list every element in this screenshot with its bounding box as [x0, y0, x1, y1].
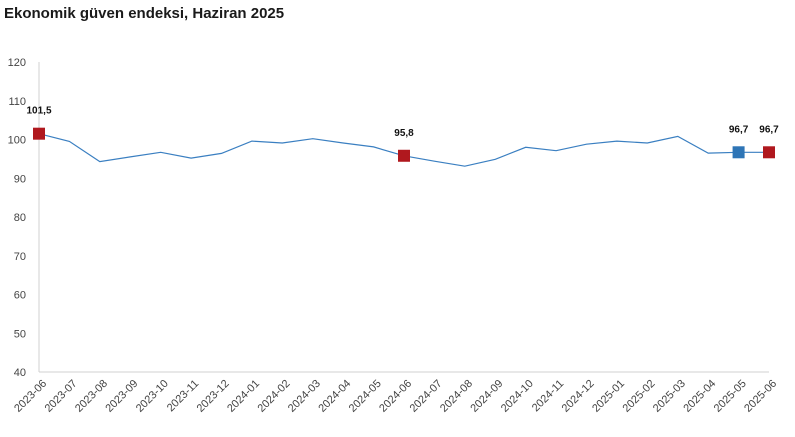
y-tick-label: 100 [8, 135, 26, 147]
data-point [69, 141, 71, 143]
data-point [586, 143, 588, 145]
data-point [282, 142, 284, 144]
x-tick-label: 2023-12 [195, 378, 232, 415]
y-tick-label: 40 [14, 367, 26, 379]
x-tick-label: 2025-02 [621, 378, 658, 415]
highlight-markers: 101,5 95,8 96,7 96,7 [26, 106, 779, 162]
x-tick-label: 2023-08 [73, 378, 110, 415]
x-tick-label: 2024-05 [347, 378, 384, 415]
data-point [160, 151, 162, 153]
data-label: 101,5 [26, 106, 51, 117]
data-point [99, 161, 101, 163]
data-point [190, 157, 192, 159]
data-point [494, 158, 496, 160]
x-tick-label: 2025-06 [742, 378, 779, 415]
data-label: 96,7 [759, 124, 779, 135]
x-tick-label: 2024-06 [377, 378, 414, 415]
x-tick-label: 2023-09 [103, 378, 140, 415]
x-tick-label: 2023-07 [43, 378, 80, 415]
x-tick-label: 2024-09 [468, 378, 505, 415]
data-point [312, 138, 314, 140]
data-point [464, 165, 466, 167]
y-tick-label: 80 [14, 212, 26, 224]
highlight-marker [732, 146, 745, 159]
chart-title: Ekonomik güven endeksi, Haziran 2025 [4, 5, 285, 22]
data-point [434, 160, 436, 162]
highlight-marker [33, 127, 45, 140]
data-point [129, 156, 131, 158]
x-tick-label: 2024-03 [286, 378, 323, 415]
data-point [707, 152, 709, 154]
x-tick-label: 2025-01 [590, 378, 627, 415]
x-tick-label: 2023-06 [12, 378, 49, 415]
data-point [221, 153, 223, 155]
highlight-marker [398, 149, 410, 162]
y-axis: 40 50 60 70 80 90 100 110 120 [8, 57, 40, 379]
y-tick-label: 110 [8, 96, 26, 108]
data-point [677, 136, 679, 138]
y-tick-label: 90 [14, 173, 26, 185]
x-tick-label: 2025-03 [651, 378, 688, 415]
x-tick-label: 2024-10 [499, 378, 536, 415]
x-tick-label: 2025-04 [681, 378, 718, 415]
data-label: 95,8 [394, 128, 414, 139]
data-point [251, 140, 253, 142]
y-tick-label: 70 [14, 251, 26, 263]
x-tick-label: 2024-01 [225, 378, 262, 415]
data-point [373, 146, 375, 148]
data-point [555, 150, 557, 152]
y-tick-label: 60 [14, 290, 26, 302]
x-tick-label: 2023-10 [134, 378, 171, 415]
y-tick-label: 120 [8, 57, 26, 69]
x-tick-label: 2025-05 [712, 378, 749, 415]
data-point [616, 140, 618, 142]
x-tick-label: 2024-07 [408, 378, 445, 415]
data-label: 96,7 [729, 124, 749, 135]
x-tick-label: 2024-12 [560, 378, 597, 415]
y-tick-label: 50 [14, 328, 26, 340]
data-point [647, 142, 649, 144]
highlight-marker [763, 146, 775, 159]
data-point [525, 146, 527, 148]
x-tick-label: 2024-08 [438, 378, 475, 415]
x-tick-label: 2024-02 [256, 378, 293, 415]
x-tick-label: 2024-04 [316, 378, 353, 415]
data-point [342, 142, 344, 144]
